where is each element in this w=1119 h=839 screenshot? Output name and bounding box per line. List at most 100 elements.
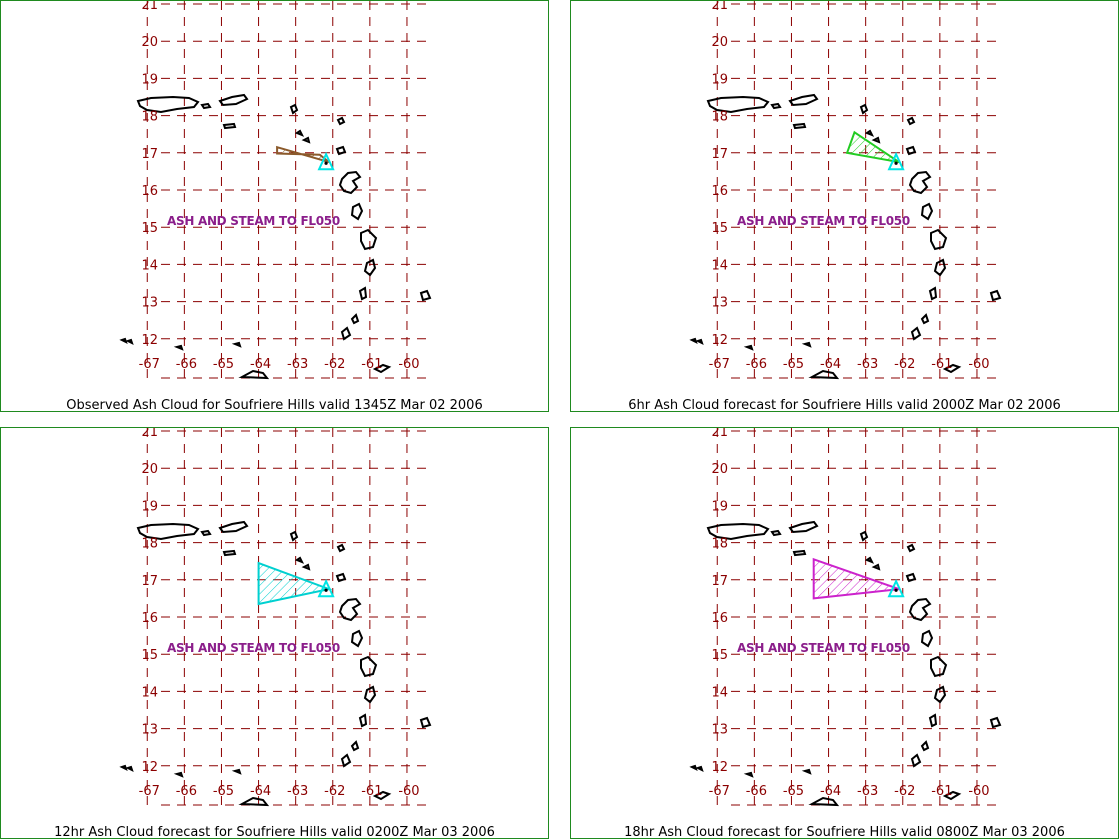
- latitude-label: 17: [711, 147, 728, 162]
- panel-caption: Observed Ash Cloud for Soufriere Hills v…: [66, 398, 483, 412]
- latitude-label: 21: [711, 428, 728, 440]
- island-outline: [933, 258, 947, 277]
- island-outline: [930, 228, 948, 251]
- longitude-label: -60: [968, 357, 989, 372]
- longitude-label: -62: [894, 784, 915, 799]
- island-outline: [360, 228, 378, 251]
- latitude-label: 19: [711, 499, 728, 514]
- island-outline: [350, 629, 364, 648]
- volcano-vent-dot: [324, 161, 328, 165]
- island-outline: [136, 95, 200, 114]
- latitude-label: 20: [711, 462, 728, 477]
- island-outline: [910, 753, 922, 768]
- latitude-label: 13: [141, 723, 158, 738]
- latitude-label: 13: [711, 723, 728, 738]
- island-outline: [808, 796, 840, 807]
- ash-annotation: ASH AND STEAM TO FL050: [737, 641, 910, 655]
- island-outline: [119, 764, 128, 771]
- panel-caption: 18hr Ash Cloud forecast for Soufriere Hi…: [624, 825, 1065, 839]
- island-outline: [335, 572, 347, 583]
- island-outline: [238, 369, 270, 380]
- island-outline: [928, 713, 938, 728]
- latitude-label: 19: [711, 72, 728, 87]
- longitude-label: -61: [931, 784, 952, 799]
- island-outline: [706, 522, 770, 541]
- longitude-label: -62: [324, 784, 345, 799]
- island-outline: [920, 740, 930, 752]
- latitude-label: 12: [711, 760, 728, 775]
- latitude-label: 21: [141, 428, 158, 440]
- island-outline: [294, 129, 305, 137]
- ash-map-panel-12hr: 21 20 19 18 17 16 15 14 13 12 -67 -66 -65 -64 -63 -62 -6…: [0, 427, 549, 839]
- ash-map-panel-6hr: 21 20 19 18 17 16 15 14 13 12 -67 -66 -65 -64 -63 -62 -6…: [570, 0, 1119, 412]
- island-outline: [942, 363, 962, 374]
- island-outline: [908, 170, 932, 195]
- longitude-label: -64: [250, 784, 271, 799]
- island-outline: [933, 685, 947, 704]
- island-outline: [340, 326, 352, 341]
- island-outline: [706, 95, 770, 114]
- island-outline: [788, 93, 819, 107]
- island-outline: [119, 337, 128, 344]
- island-outline: [301, 136, 311, 144]
- latitude-label: 12: [141, 760, 158, 775]
- island-outline: [801, 341, 812, 348]
- island-outline: [689, 764, 698, 771]
- latitude-label: 15: [141, 221, 158, 236]
- island-outline: [910, 326, 922, 341]
- longitude-label: -60: [968, 784, 989, 799]
- island-outline: [928, 286, 938, 301]
- island-outline: [989, 716, 1002, 729]
- longitude-label: -65: [213, 784, 234, 799]
- island-outline: [200, 102, 212, 110]
- longitude-label: -63: [287, 357, 308, 372]
- island-outline: [989, 289, 1002, 302]
- volcano-marker: [887, 151, 905, 171]
- island-outline: [289, 530, 299, 542]
- ash-cloud-polygon: [276, 145, 330, 164]
- panel-caption: 6hr Ash Cloud forecast for Soufriere Hil…: [628, 398, 1061, 412]
- ash-cloud-polygon: [257, 561, 333, 606]
- longitude-label: -67: [709, 784, 730, 799]
- volcano-marker: [317, 578, 335, 598]
- longitude-label: -61: [361, 357, 382, 372]
- latitude-label: 14: [711, 685, 728, 700]
- longitude-label: -64: [820, 784, 841, 799]
- ash-cloud-polygon: [812, 557, 900, 600]
- latitude-label: 12: [711, 333, 728, 348]
- island-outline: [338, 597, 362, 622]
- volcano-vent-dot: [324, 588, 328, 592]
- island-outline: [864, 556, 875, 564]
- latitude-label: 16: [141, 184, 158, 199]
- longitude-label: -67: [709, 357, 730, 372]
- island-outline: [743, 344, 754, 351]
- island-outline: [859, 103, 869, 115]
- longitude-label: -64: [820, 357, 841, 372]
- island-outline: [905, 572, 917, 583]
- latitude-label: 19: [141, 72, 158, 87]
- island-outline: [136, 522, 200, 541]
- longitude-label: -65: [213, 357, 234, 372]
- latitude-label: 18: [711, 110, 728, 125]
- island-outline: [294, 556, 305, 564]
- longitude-label: -63: [857, 784, 878, 799]
- island-outline: [350, 313, 360, 325]
- longitude-label: -67: [139, 784, 160, 799]
- island-outline: [743, 771, 754, 778]
- latitude-label: 15: [711, 221, 728, 236]
- longitude-label: -61: [361, 784, 382, 799]
- island-outline: [289, 103, 299, 115]
- island-outline: [358, 713, 368, 728]
- island-outline: [801, 768, 812, 775]
- island-outline: [350, 740, 360, 752]
- latitude-label: 20: [711, 35, 728, 50]
- island-outline: [125, 338, 134, 345]
- island-outline: [218, 93, 249, 107]
- longitude-label: -66: [176, 784, 197, 799]
- ash-map-6hr: 21 20 19 18 17 16 15 14 13 12 -67 -66 -65 -64 -63 -62 -6…: [689, 1, 1003, 380]
- island-outline: [222, 549, 237, 557]
- longitude-label: -66: [746, 784, 767, 799]
- longitude-label: -66: [746, 357, 767, 372]
- island-outline: [419, 716, 432, 729]
- island-outline: [363, 685, 377, 704]
